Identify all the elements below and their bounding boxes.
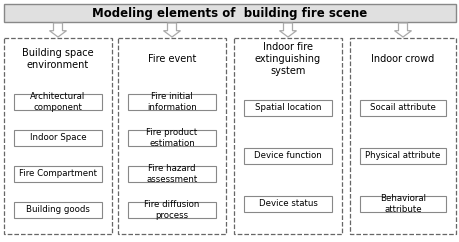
Bar <box>128 94 216 110</box>
Text: Physical attribute: Physical attribute <box>364 151 440 160</box>
Bar <box>4 4 455 22</box>
Bar <box>128 166 216 182</box>
Text: Indoor Space: Indoor Space <box>30 134 86 143</box>
Text: Behavioral
attribute: Behavioral attribute <box>379 194 425 214</box>
Text: Fire hazard
assessment: Fire hazard assessment <box>146 164 197 184</box>
Text: Fire event: Fire event <box>147 54 196 64</box>
Bar <box>118 38 225 234</box>
Bar <box>243 100 331 116</box>
Bar <box>359 196 445 212</box>
Bar <box>234 38 341 234</box>
Text: Spatial location: Spatial location <box>254 104 320 113</box>
Text: Socail attribute: Socail attribute <box>369 104 435 113</box>
Polygon shape <box>394 23 411 37</box>
Text: Building space
environment: Building space environment <box>22 48 94 70</box>
Bar <box>14 130 102 146</box>
Text: Indoor crowd: Indoor crowd <box>370 54 434 64</box>
Text: Architectural
component: Architectural component <box>30 92 85 112</box>
Bar <box>14 202 102 218</box>
Bar <box>349 38 455 234</box>
Bar <box>128 130 216 146</box>
Bar <box>14 94 102 110</box>
Text: Fire product
estimation: Fire product estimation <box>146 128 197 148</box>
Polygon shape <box>163 23 180 37</box>
Text: Device status: Device status <box>258 199 317 209</box>
Polygon shape <box>279 23 296 37</box>
Bar <box>359 148 445 164</box>
Text: Indoor fire
extinguishing
system: Indoor fire extinguishing system <box>254 42 320 76</box>
Polygon shape <box>50 23 67 37</box>
Bar <box>359 100 445 116</box>
Text: Device function: Device function <box>253 151 321 160</box>
Text: Fire initial
information: Fire initial information <box>147 92 196 112</box>
Bar <box>128 202 216 218</box>
Bar <box>4 38 112 234</box>
Text: Modeling elements of  building fire scene: Modeling elements of building fire scene <box>92 7 367 20</box>
Bar <box>243 196 331 212</box>
Text: Building goods: Building goods <box>26 205 90 214</box>
Text: Fire Compartment: Fire Compartment <box>19 169 97 179</box>
Bar <box>243 148 331 164</box>
Bar <box>14 166 102 182</box>
Text: Fire diffusion
process: Fire diffusion process <box>144 200 199 220</box>
